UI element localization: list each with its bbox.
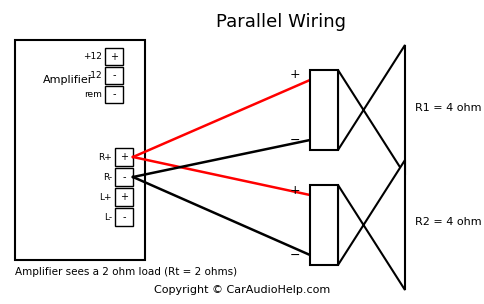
- Text: -: -: [122, 172, 126, 182]
- Text: −: −: [290, 133, 300, 147]
- Text: R+: R+: [98, 153, 112, 161]
- Text: Copyright © CarAudioHelp.com: Copyright © CarAudioHelp.com: [154, 285, 330, 295]
- Text: -: -: [112, 71, 116, 81]
- Bar: [105, 67, 123, 84]
- Text: -: -: [122, 212, 126, 222]
- Text: rem: rem: [84, 90, 102, 99]
- Bar: [310, 185, 338, 265]
- Text: R2 = 4 ohm: R2 = 4 ohm: [415, 217, 482, 227]
- Text: +: +: [110, 51, 118, 61]
- Polygon shape: [338, 160, 405, 290]
- Bar: [105, 86, 123, 103]
- Bar: [105, 48, 123, 65]
- Bar: [115, 168, 133, 186]
- Bar: [310, 70, 338, 150]
- Text: +: +: [290, 68, 300, 81]
- Bar: [115, 148, 133, 166]
- Text: L+: L+: [100, 192, 112, 202]
- Text: -: -: [112, 89, 116, 99]
- Bar: [115, 188, 133, 206]
- Polygon shape: [338, 45, 405, 175]
- Text: R1 = 4 ohm: R1 = 4 ohm: [415, 103, 482, 113]
- Text: R-: R-: [103, 172, 112, 181]
- Text: +: +: [290, 184, 300, 196]
- Bar: [115, 208, 133, 226]
- Text: +: +: [120, 192, 128, 202]
- Text: Amplifier: Amplifier: [43, 75, 93, 85]
- Text: Amplifier sees a 2 ohm load (Rt = 2 ohms): Amplifier sees a 2 ohm load (Rt = 2 ohms…: [15, 267, 237, 277]
- Text: +: +: [120, 152, 128, 162]
- Bar: [15, 40, 145, 260]
- Text: +12: +12: [83, 52, 102, 61]
- Text: Parallel Wiring: Parallel Wiring: [216, 13, 346, 31]
- Text: L-: L-: [104, 212, 112, 222]
- Text: -12: -12: [88, 71, 102, 80]
- Text: −: −: [290, 248, 300, 261]
